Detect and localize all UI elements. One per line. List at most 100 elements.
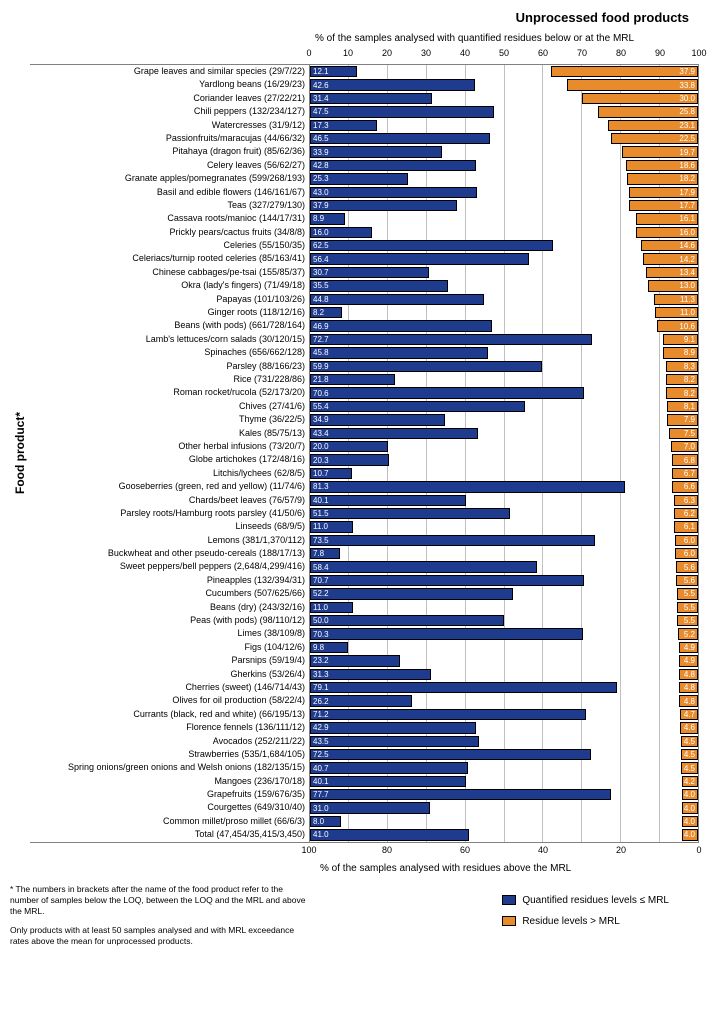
bar-row: Figs (104/12/6)9.84.9 [30, 641, 699, 654]
bar-blue: 50.0 [310, 615, 504, 626]
bar-orange: 9.1 [663, 334, 698, 345]
bar-row: Olives for oil production (58/22/4)26.24… [30, 694, 699, 707]
bar-row: Buckwheat and other pseudo-cereals (188/… [30, 547, 699, 560]
bar-area: 34.97.9 [309, 413, 699, 426]
bar-area: 43.54.5 [309, 735, 699, 748]
bar-blue: 20.0 [310, 441, 388, 452]
bar-blue: 72.5 [310, 749, 591, 760]
bar-row: Okra (lady's fingers) (71/49/18)35.513.0 [30, 279, 699, 292]
axis-tick: 50 [499, 48, 509, 58]
bar-blue: 26.2 [310, 695, 412, 706]
row-label: Kales (85/75/13) [30, 427, 309, 440]
bar-orange: 4.6 [680, 722, 698, 733]
bar-blue: 30.7 [310, 267, 429, 278]
bar-row: Kales (85/75/13)43.47.5 [30, 427, 699, 440]
bar-row: Litchis/lychees (62/8/5)10.76.7 [30, 467, 699, 480]
bar-area: 70.35.2 [309, 627, 699, 640]
bar-blue: 44.8 [310, 294, 484, 305]
bar-area: 21.8 8.2 [309, 373, 699, 386]
axis-tick: 100 [691, 48, 706, 58]
bar-orange: 6.6 [672, 481, 698, 492]
row-label: Roman rocket/rucola (52/173/20) [30, 386, 309, 399]
bar-row: Celery leaves (56/62/27)42.818.6 [30, 159, 699, 172]
chart-title: Unprocessed food products [10, 10, 689, 25]
row-label: Lamb's lettuces/corn salads (30/120/15) [30, 333, 309, 346]
bar-orange: 5.6 [676, 575, 698, 586]
bar-blue: 70.3 [310, 628, 583, 639]
bar-row: Cassava roots/manioc (144/17/31)8.916.1 [30, 212, 699, 225]
row-label: Chili peppers (132/234/127) [30, 105, 309, 118]
bar-orange: 4.5 [681, 736, 698, 747]
bar-row: Papayas (101/103/26)44.811.3 [30, 293, 699, 306]
bar-blue: 42.8 [310, 160, 476, 171]
bar-blue: 9.8 [310, 642, 348, 653]
top-axis: 0102030405060708090100 [30, 48, 699, 64]
axis-tick: 70 [577, 48, 587, 58]
bar-blue: 12.1 [310, 66, 357, 77]
row-label: Olives for oil production (58/22/4) [30, 694, 309, 707]
bar-area: 35.513.0 [309, 279, 699, 292]
bar-orange: 8.2 [666, 374, 698, 385]
bar-blue: 62.5 [310, 240, 553, 251]
bar-blue: 7.8 [310, 548, 340, 559]
row-label: Sweet peppers/bell peppers (2,648/4,299/… [30, 560, 309, 573]
bar-area: 46.910.6 [309, 319, 699, 332]
bar-blue: 43.0 [310, 187, 477, 198]
row-label: Lemons (381/1,370/112) [30, 534, 309, 547]
bar-orange: 6.7 [672, 468, 698, 479]
bar-row: Coriander leaves (27/22/21)31.430.0 [30, 92, 699, 105]
row-label: Gherkins (53/26/4) [30, 668, 309, 681]
bar-row: Celeriacs/turnip rooted celeries (85/163… [30, 252, 699, 265]
bar-area: 17.323.1 [309, 119, 699, 132]
legend-item-orange: Residue levels > MRL [502, 916, 669, 927]
bar-orange: 5.6 [676, 561, 698, 572]
row-label: Parsnips (59/19/4) [30, 654, 309, 667]
bar-area: 40.16.3 [309, 494, 699, 507]
bar-blue: 37.9 [310, 200, 457, 211]
bar-area: 70.75.6 [309, 574, 699, 587]
bar-blue: 8.9 [310, 213, 345, 224]
bar-blue: 20.3 [310, 454, 389, 465]
row-label: Chives (27/41/6) [30, 400, 309, 413]
bar-orange: 4.0 [682, 802, 698, 813]
row-label: Courgettes (649/310/40) [30, 801, 309, 814]
bar-orange: 23.1 [608, 120, 698, 131]
bar-area: 37.917.7 [309, 199, 699, 212]
bar-orange: 8.3 [666, 361, 698, 372]
bar-blue: 25.3 [310, 173, 408, 184]
bar-area: 31.34.8 [309, 668, 699, 681]
bar-orange: 6.8 [672, 454, 698, 465]
bar-area: 41.04.0 [309, 828, 699, 841]
bar-row: Limes (38/109/8)70.35.2 [30, 627, 699, 640]
bar-area: 7.86.0 [309, 547, 699, 560]
bar-row: Florence fennels (136/111/12)42.94.6 [30, 721, 699, 734]
bar-orange: 6.1 [674, 521, 698, 532]
bar-orange: 22.5 [611, 133, 698, 144]
bar-blue: 77.7 [310, 789, 611, 800]
bar-orange: 4.8 [679, 669, 698, 680]
bar-blue: 46.5 [310, 133, 490, 144]
bar-row: Strawberries (535/1,684/105)72.54.5 [30, 748, 699, 761]
bar-area: 12.137.9 [309, 65, 699, 78]
bar-row: Common millet/proso millet (66/6/3)8.04.… [30, 815, 699, 828]
bar-row: Gherkins (53/26/4)31.34.8 [30, 668, 699, 681]
bar-area: 73.56.0 [309, 534, 699, 547]
row-label: Globe artichokes (172/48/16) [30, 453, 309, 466]
bottom-axis-label: % of the samples analysed with residues … [320, 863, 699, 874]
bar-orange: 4.0 [682, 789, 698, 800]
bar-blue: 21.8 [310, 374, 395, 385]
bar-area: 8.916.1 [309, 212, 699, 225]
bar-orange: 8.1 [667, 401, 698, 412]
axis-tick: 100 [301, 845, 316, 855]
bar-orange: 5.5 [677, 602, 698, 613]
bar-blue: 51.5 [310, 508, 510, 519]
bar-area: 10.76.7 [309, 467, 699, 480]
bar-blue: 11.0 [310, 521, 353, 532]
bar-row: Total (47,454/35,415/3,450)41.04.0 [30, 828, 699, 841]
row-label: Yardlong beans (16/29/23) [30, 78, 309, 91]
bar-area: 33.919.7 [309, 145, 699, 158]
bar-orange: 4.5 [681, 749, 698, 760]
bar-blue: 41.0 [310, 829, 469, 840]
row-label: Spring onions/green onions and Welsh oni… [30, 761, 309, 774]
bar-orange: 4.0 [682, 816, 698, 827]
